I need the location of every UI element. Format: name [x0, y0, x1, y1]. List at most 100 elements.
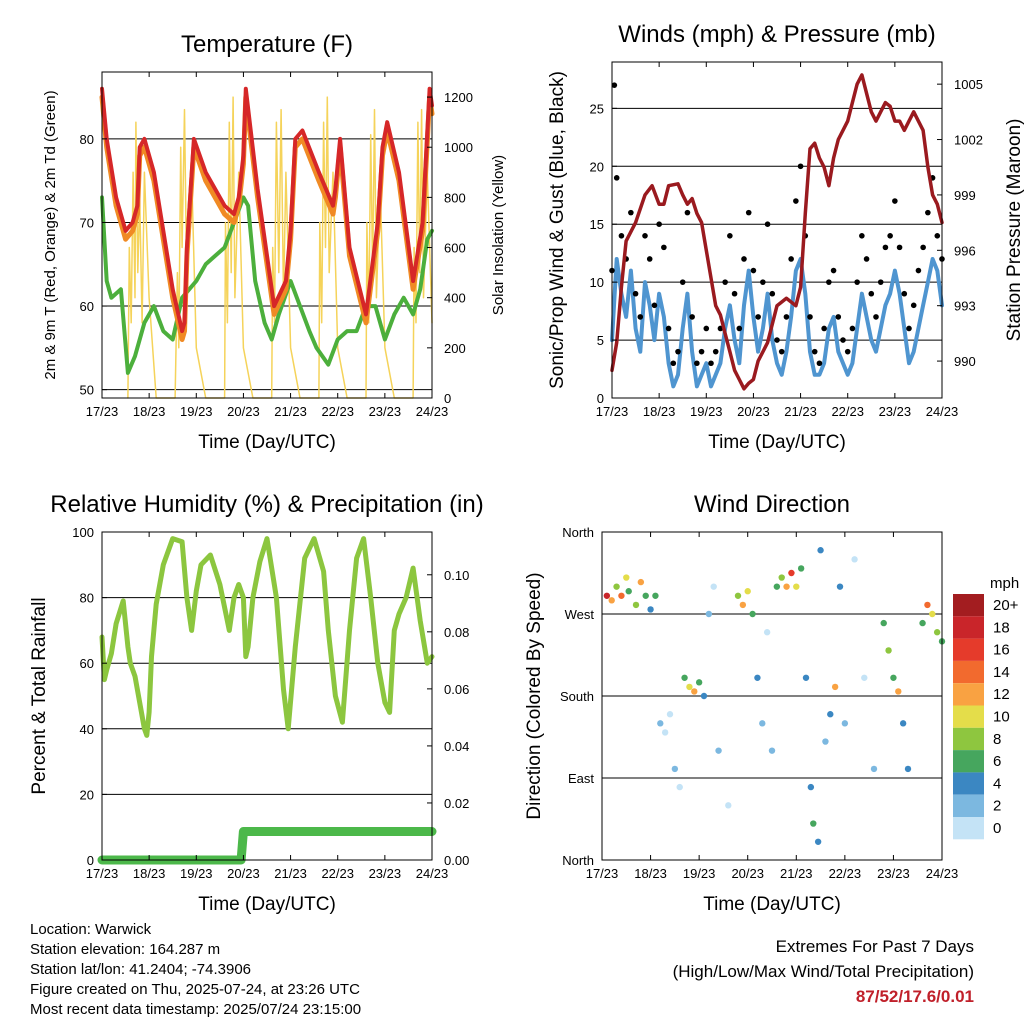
direction-point — [744, 588, 751, 595]
x-tick-label: 18/23 — [133, 404, 166, 419]
gust-point — [934, 232, 941, 239]
gust-point — [774, 337, 780, 343]
x-tick-label: 24/23 — [416, 404, 449, 419]
gust-point — [750, 267, 757, 274]
x-tick-label: 22/23 — [829, 866, 862, 881]
gust-point — [764, 221, 771, 228]
gust-point — [679, 279, 686, 285]
gust-point — [783, 314, 790, 320]
plot-frame — [101, 71, 433, 399]
x-tick-label: 22/23 — [321, 404, 354, 419]
gust-point — [797, 163, 804, 170]
gust-point — [788, 256, 794, 262]
direction-point — [623, 574, 630, 581]
gust-point — [844, 348, 851, 355]
direction-point — [695, 679, 703, 686]
direction-point — [836, 583, 844, 590]
y-tick-label: 0 — [87, 853, 94, 868]
wind-direction-panel: 17/23 18/23 19/23 20/23 21/23 22/23 23/23 24/23… — [524, 491, 958, 915]
direction-point — [734, 592, 742, 599]
x-axis-label: Time (Day/UTC) — [198, 432, 336, 453]
gust-point — [618, 232, 625, 239]
extremes-box: Extremes For Past 7 Days (High/Low/Max W… — [673, 934, 974, 1009]
temp-2m-line — [100, 86, 434, 334]
direction-point — [661, 729, 669, 736]
y-tick-label: 15 — [590, 217, 604, 232]
y-axis-label: Direction (Colored By Speed) — [524, 572, 545, 819]
gust-point — [611, 82, 618, 88]
legend-swatch — [953, 750, 984, 773]
x-axis-label: Time (Day/UTC) — [198, 894, 336, 915]
x-tick-label: 20/23 — [737, 404, 770, 419]
gust-point — [613, 175, 620, 181]
gust-point — [703, 325, 710, 332]
plot-frame — [611, 61, 943, 399]
gust-point — [920, 244, 926, 251]
gust-point — [896, 244, 903, 251]
humidity-precip-panel: 17/23 18/23 19/23 20/23 21/23 22/23 23/23 24/23… — [29, 491, 484, 915]
gust-point — [859, 232, 865, 239]
extremes-title: Extremes For Past 7 Days — [775, 937, 974, 956]
direction-point — [681, 674, 688, 681]
direction-point — [924, 601, 931, 609]
gust-point — [675, 348, 681, 355]
direction-point — [885, 647, 892, 654]
y-tick-label: 5 — [597, 333, 604, 348]
y2-tick-label: 800 — [444, 190, 466, 205]
y-tick-label: 50 — [80, 383, 94, 398]
gust-point — [849, 325, 856, 332]
direction-point — [691, 688, 698, 695]
x-tick-label: 18/23 — [643, 404, 676, 419]
direction-point — [608, 597, 615, 604]
direction-point — [700, 692, 708, 700]
plot-frame — [101, 531, 433, 861]
x-tick-label: 17/23 — [596, 404, 629, 419]
gust-point — [811, 348, 818, 355]
gust-point — [741, 256, 747, 262]
gust-point — [727, 232, 733, 239]
gust-point — [656, 221, 662, 228]
y-tick-label: 80 — [80, 132, 94, 147]
x-tick-label: 23/23 — [369, 866, 402, 881]
x-tick-label: 22/23 — [321, 866, 354, 881]
direction-point — [933, 629, 941, 636]
direction-point — [642, 592, 649, 599]
direction-point — [705, 610, 713, 618]
gust-point — [661, 244, 667, 251]
direction-point — [637, 578, 645, 586]
direction-point — [851, 556, 858, 563]
gust-point — [689, 314, 695, 320]
direction-point — [861, 674, 868, 681]
gust-point — [793, 198, 799, 204]
legend-label: 8 — [993, 731, 1001, 748]
direction-point — [841, 720, 849, 727]
gust-point — [708, 360, 714, 367]
direction-point — [783, 583, 790, 590]
direction-point — [603, 592, 611, 599]
direction-point — [870, 765, 878, 773]
gust-point — [863, 256, 870, 262]
y2-tick-label: 1200 — [444, 90, 473, 105]
gust-point — [646, 256, 653, 262]
y-tick-label: 20 — [590, 159, 604, 174]
x-tick-label: 18/23 — [133, 866, 166, 881]
y-tick-label: 20 — [80, 787, 94, 802]
gust-point — [925, 209, 931, 216]
legend-label: 16 — [993, 642, 1010, 659]
dewpoint-line — [100, 195, 434, 375]
x-tick-label: 23/23 — [369, 404, 402, 419]
direction-point — [778, 574, 785, 581]
y2-tick-label: 1005 — [954, 77, 983, 92]
gust-point — [868, 290, 875, 297]
legend-swatch — [953, 616, 984, 639]
station-elevation: Station elevation: 164.287 m — [30, 941, 221, 958]
figure-created: Figure created on Thu, 2025-07-24, at 23… — [30, 981, 360, 998]
y-tick-label: 0 — [597, 391, 604, 406]
direction-point — [797, 565, 805, 572]
direction-point — [814, 838, 822, 845]
direction-point — [880, 619, 887, 627]
direction-point — [676, 783, 683, 791]
gust-point — [892, 198, 898, 204]
gust-point — [906, 325, 912, 332]
y2-tick-label: 0.10 — [444, 568, 469, 583]
